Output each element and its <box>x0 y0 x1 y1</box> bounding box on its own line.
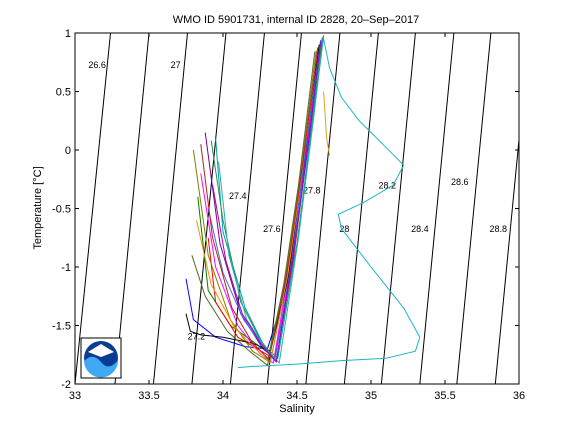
isopycnal-label: 26.6 <box>88 60 106 70</box>
profile-line-16 <box>323 91 331 156</box>
isopycnal-label: 27.2 <box>188 332 206 342</box>
x-tick-label: 34 <box>217 390 229 402</box>
isopycnal-line-10 <box>456 33 492 384</box>
x-tick-label: 35.5 <box>434 390 455 402</box>
isopycnal-line-0 <box>75 33 112 384</box>
profile-line-10 <box>195 46 319 364</box>
profile-line-15 <box>212 41 322 363</box>
isopycnal-line-9 <box>419 33 455 384</box>
y-tick-label: 0.5 <box>56 87 71 99</box>
isopycnal-label: 27 <box>171 60 181 70</box>
isopycnal-line-2 <box>152 33 188 384</box>
y-tick-label: -1 <box>61 262 71 274</box>
y-tick-label: -1.5 <box>52 321 71 333</box>
x-axis-title: Salinity <box>279 403 315 415</box>
isopycnal-labels: 26.6 27 27.2 27.4 27.6 27.8 28 28.2 28.4 28.6 28.8 <box>88 60 507 341</box>
profile-line-12 <box>200 48 319 361</box>
y-axis-ticks: 1 0.5 0 -0.5 -1 -1.5 -2 <box>52 28 519 391</box>
isopycnal-label: 27.4 <box>229 191 247 201</box>
isopycnal-label: 28.2 <box>379 181 397 191</box>
x-tick-label: 33.5 <box>138 390 159 402</box>
y-tick-label: -0.5 <box>52 204 71 216</box>
isopycnal-label: 28 <box>339 224 349 234</box>
isopycnal-line-4 <box>229 33 265 384</box>
noaa-bird-icon <box>88 344 114 357</box>
profile-line-6 <box>200 41 322 364</box>
x-tick-label: 34.5 <box>286 390 307 402</box>
noaa-logo <box>80 337 122 379</box>
isopycnal-line-8 <box>380 33 416 384</box>
isopycnal-line-5 <box>266 33 302 384</box>
y-tick-label: -2 <box>61 379 71 391</box>
isopycnal-line-7 <box>343 33 379 384</box>
isopycnal-label: 28.4 <box>411 224 429 234</box>
y-tick-label: 1 <box>65 28 71 40</box>
profile-line-0 <box>237 38 421 369</box>
y-axis-title: Temperature [°C] <box>32 166 44 249</box>
isopycnal-label: 27.6 <box>263 224 281 234</box>
profile-line-14 <box>191 51 316 367</box>
isopycnal-label: 28.6 <box>451 177 469 187</box>
x-axis-ticks: 33 33.5 34 34.5 35 35.5 36 <box>69 33 525 402</box>
isopycnal-label: 27.8 <box>303 185 321 195</box>
x-tick-label: 35 <box>365 390 377 402</box>
profile-line-5 <box>192 50 317 362</box>
profile-lines <box>185 35 421 369</box>
logo-wave <box>84 356 119 378</box>
isopycnal-label: 28.8 <box>490 224 508 234</box>
isopycnal-line-6 <box>305 33 341 384</box>
isopycnal-line-11 <box>494 134 519 384</box>
isopycnal-lines <box>75 33 519 384</box>
isopycnal-line-1 <box>114 33 150 384</box>
x-tick-label: 33 <box>69 390 81 402</box>
x-tick-label: 36 <box>513 390 525 402</box>
profile-line-13 <box>218 35 325 364</box>
chart-title: WMO ID 5901731, internal ID 2828, 20–Sep… <box>173 14 419 26</box>
y-tick-label: 0 <box>65 145 71 157</box>
profile-line-7 <box>215 36 325 360</box>
